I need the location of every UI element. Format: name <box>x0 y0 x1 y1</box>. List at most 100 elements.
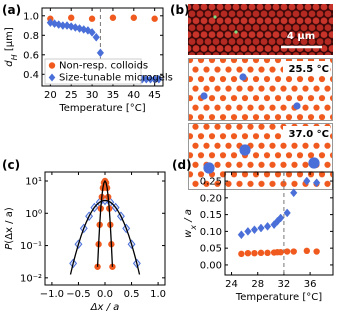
label-bg <box>283 126 330 140</box>
temperature-label: 25.5 °C <box>289 64 330 75</box>
y-axis-label: P(Δx / a) <box>4 207 15 250</box>
x-tick-label: 40 <box>127 90 140 101</box>
y-tick-label: 0.6 <box>23 50 39 61</box>
point <box>303 247 311 255</box>
y-tick-label: 0.05 <box>200 244 222 255</box>
point <box>263 221 272 231</box>
x-tick-label: 45 <box>148 90 161 101</box>
label-part: w <box>183 229 194 238</box>
y-tick-label: 0.4 <box>23 70 39 81</box>
point <box>283 208 291 218</box>
point <box>290 248 297 255</box>
microgel-spot <box>213 15 217 19</box>
microgel-spot <box>234 30 238 34</box>
point <box>155 74 163 84</box>
legend-marker <box>48 73 56 82</box>
fit-line <box>96 179 114 267</box>
label-part: H <box>10 54 19 60</box>
legend-label: Size-tunable microgels <box>59 73 173 84</box>
x-tick-label: 28 <box>251 279 264 290</box>
point <box>290 188 298 198</box>
point <box>244 226 252 236</box>
point <box>250 225 259 235</box>
plot-frame <box>224 171 334 276</box>
label-part: Δx / a <box>90 302 120 313</box>
point <box>277 213 285 223</box>
point <box>244 249 252 257</box>
microgel <box>200 92 208 100</box>
point <box>257 249 265 257</box>
plot-frame <box>41 7 164 87</box>
x-tick-label: 24 <box>225 279 238 290</box>
x-tick-label: 36 <box>304 279 317 290</box>
point <box>313 178 321 188</box>
x-tick-label: 0.0 <box>97 289 113 300</box>
y-tick-label: 10⁰ <box>25 209 42 220</box>
label-part: Temperature [°C] <box>58 103 145 114</box>
point <box>88 27 96 37</box>
point <box>68 14 75 21</box>
microgel <box>293 102 301 110</box>
point <box>88 15 96 22</box>
y-tick-label: 1.0 <box>23 11 39 22</box>
label-part: x <box>189 225 198 231</box>
label-part: P <box>4 243 15 250</box>
point <box>92 32 100 42</box>
x-tick-label: −1.0 <box>40 289 64 300</box>
x-axis-label: Δx / a <box>90 302 120 313</box>
point <box>151 15 158 22</box>
legend-marker <box>48 62 56 69</box>
y-axis-label: dH [μm] <box>4 27 19 67</box>
point <box>303 176 311 186</box>
label-part: d <box>4 60 15 67</box>
label-part: (Δx / a) <box>4 207 15 244</box>
microgel <box>308 157 320 169</box>
y-tick-label: 0.8 <box>23 31 39 42</box>
point <box>283 248 291 255</box>
point <box>96 48 105 58</box>
fit-line <box>69 199 141 275</box>
x-tick-label: 32 <box>278 279 291 290</box>
label-part: [μm] <box>4 27 15 54</box>
x-tick-label: −0.5 <box>66 289 90 300</box>
y-tick-label: 0.10 <box>200 227 222 238</box>
y-tick-label: 0.15 <box>200 210 222 221</box>
point <box>109 263 116 270</box>
point <box>277 248 284 256</box>
x-tick-label: 35 <box>107 90 120 101</box>
panel-label: (d) <box>172 158 192 172</box>
x-tick-label: 0.5 <box>124 289 140 300</box>
y-tick-label: 0.20 <box>200 193 222 204</box>
point <box>50 19 59 28</box>
x-tick-label: 30 <box>86 90 99 101</box>
microgel <box>239 73 247 81</box>
point <box>109 14 117 21</box>
label-bg <box>283 61 330 75</box>
x-tick-label: 1.0 <box>150 289 166 300</box>
legend-box <box>44 58 142 85</box>
panel-b: (b) 4 μm 25.5 °C 37.0 °C <box>170 3 333 190</box>
panel-label: (a) <box>2 3 21 17</box>
temperature-label: 37.0 °C <box>289 129 330 140</box>
point <box>238 250 245 258</box>
y-tick-label: 0.25 <box>200 177 222 188</box>
y-tick-label: 10⁻¹ <box>20 241 42 252</box>
x-axis-label: Temperature [°C] <box>58 103 145 114</box>
label-part: / a <box>183 209 194 225</box>
point <box>264 249 271 257</box>
legend-label: Non-resp. colloids <box>59 61 148 72</box>
label-part: Temperature [°C] <box>235 292 322 303</box>
microgel <box>239 144 251 156</box>
x-tick-label: 20 <box>44 90 57 101</box>
panel-label: (c) <box>2 158 20 172</box>
x-tick-label: 25 <box>65 90 78 101</box>
point <box>251 249 258 257</box>
point <box>257 223 265 233</box>
panel-label: (b) <box>170 3 190 17</box>
point <box>237 230 245 240</box>
point <box>313 248 320 255</box>
y-axis-label: wx / a <box>183 209 198 238</box>
y-tick-label: 10⁻² <box>20 273 42 284</box>
scale-bar-label: 4 μm <box>287 31 315 42</box>
